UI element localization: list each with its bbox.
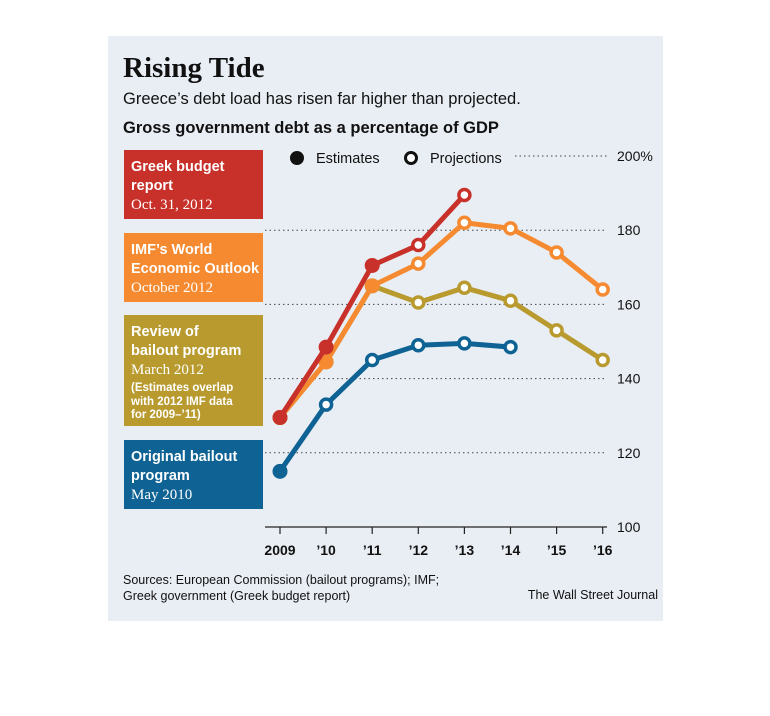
y-tick-label: 160 xyxy=(617,296,641,312)
legend-estimates-label: Estimates xyxy=(316,151,380,167)
box-note: (Estimates overlap with 2012 IMF data fo… xyxy=(131,382,263,423)
series-lines xyxy=(272,187,610,479)
legend: Estimates Projections xyxy=(290,151,502,167)
projection-point xyxy=(364,352,380,368)
projection-point xyxy=(595,282,610,297)
projection-point xyxy=(411,237,426,253)
box-line: report xyxy=(131,178,173,194)
projection-point xyxy=(318,397,334,412)
projection-point xyxy=(411,295,426,310)
series-line xyxy=(277,340,513,474)
legend-projections-marker xyxy=(404,151,418,165)
box-note-line: for 2009–’11) xyxy=(131,409,201,421)
estimate-point xyxy=(272,410,288,426)
estimate-point xyxy=(364,257,380,273)
projection-point xyxy=(549,323,564,338)
source-line: Sources: European Commission (bailout pr… xyxy=(123,573,440,587)
box-line: IMF’s World xyxy=(131,242,213,258)
x-tick-label: ’10 xyxy=(316,542,336,558)
y-tick-label: 140 xyxy=(617,371,641,387)
chart-title: Gross government debt as a percentage of… xyxy=(123,119,499,137)
x-tick-label: ’13 xyxy=(455,542,475,558)
projection-point xyxy=(503,339,518,355)
x-tick-label: 2009 xyxy=(264,542,295,558)
projection-point xyxy=(411,256,426,271)
box-line: Review of xyxy=(131,324,199,340)
estimate-point xyxy=(318,339,334,355)
chart-subtitle: Greece’s debt load has risen far higher … xyxy=(123,90,521,108)
series-4 xyxy=(272,187,472,426)
label-box-imf-weo: IMF’s World Economic Outlook October 201… xyxy=(124,233,263,302)
box-date: October 2012 xyxy=(131,280,214,296)
y-tick-label: 120 xyxy=(617,445,641,461)
box-note-line: with 2012 IMF data xyxy=(131,395,233,408)
legend-estimates-marker xyxy=(290,151,304,165)
x-tick-label: ’15 xyxy=(547,542,567,558)
box-line: program xyxy=(131,468,190,484)
x-tick-label: ’14 xyxy=(501,542,521,558)
y-tick-label: 100 xyxy=(617,519,641,535)
box-note-line: (Estimates overlap xyxy=(131,382,234,394)
series-1 xyxy=(272,336,518,479)
box-date: Oct. 31, 2012 xyxy=(131,197,213,213)
y-ticks: 100 120 140 160 180 200% xyxy=(617,148,653,535)
publisher-credit: The Wall Street Journal xyxy=(527,588,658,602)
box-line: Economic Outlook xyxy=(131,261,260,277)
chart-headline: Rising Tide xyxy=(123,52,265,84)
projection-point xyxy=(503,221,518,236)
source-line: Greek government (Greek budget report) xyxy=(123,588,351,603)
grid-lines xyxy=(265,155,607,528)
estimate-point xyxy=(272,463,288,479)
y-tick-label: 180 xyxy=(617,222,641,238)
projection-point xyxy=(549,245,564,260)
projection-point xyxy=(457,280,472,295)
series-line xyxy=(277,220,606,421)
x-tick-label: ’16 xyxy=(593,542,613,558)
box-date: May 2010 xyxy=(131,487,193,503)
projection-point xyxy=(595,352,610,368)
box-line: Original bailout xyxy=(131,449,238,465)
x-tick-label: ’11 xyxy=(363,542,382,558)
projection-point xyxy=(411,337,426,353)
label-box-original: Original bailout program May 2010 xyxy=(124,440,263,509)
projection-point xyxy=(457,187,472,203)
estimate-point xyxy=(364,278,380,294)
projection-point xyxy=(503,293,518,308)
box-line: bailout program xyxy=(131,343,242,359)
projection-point xyxy=(457,336,472,351)
box-date: March 2012 xyxy=(131,362,204,378)
source-note: Sources: European Commission (bailout pr… xyxy=(123,573,439,604)
estimate-point xyxy=(318,354,334,370)
x-ticks: 2009 ’10 ’11 ’12 ’13 ’14 ’15 ’16 xyxy=(264,527,613,558)
label-box-greek-budget: Greek budget report Oct. 31, 2012 xyxy=(124,150,263,219)
projection-point xyxy=(457,215,472,231)
box-line: Greek budget xyxy=(131,159,225,175)
x-tick-label: ’12 xyxy=(409,542,429,558)
y-tick-label: 200% xyxy=(617,148,653,164)
series-3 xyxy=(272,215,610,426)
label-box-review: Review of bailout program March 2012 (Es… xyxy=(124,315,263,426)
legend-projections-label: Projections xyxy=(430,151,502,167)
